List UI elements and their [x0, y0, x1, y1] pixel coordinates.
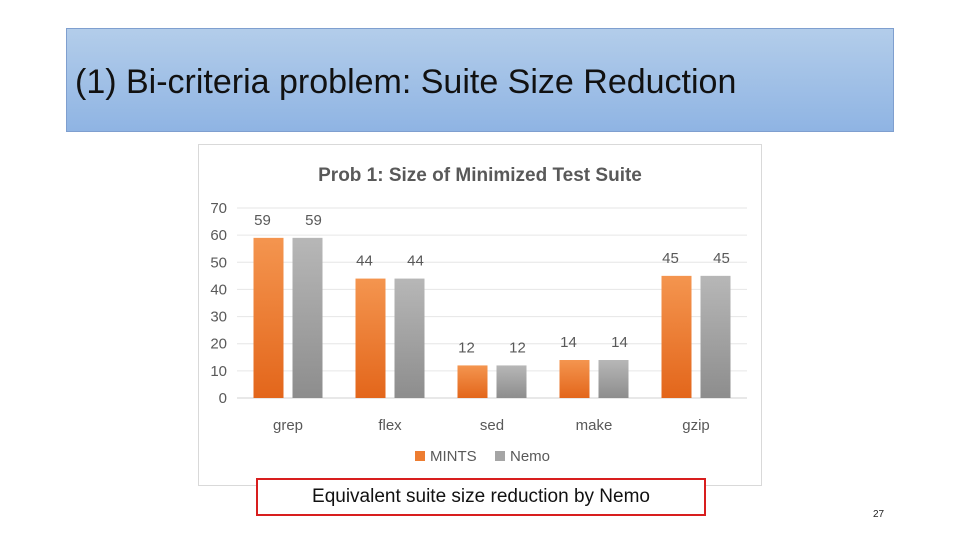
caption-box: Equivalent suite size reduction by Nemo: [256, 478, 706, 516]
data-label: 59: [305, 212, 322, 229]
caption-text: Equivalent suite size reduction by Nemo: [312, 486, 650, 507]
bar-nemo: [292, 237, 323, 398]
y-tick-label: 10: [210, 363, 227, 380]
data-label: 12: [509, 339, 526, 356]
legend-label-mints: MINTS: [430, 448, 477, 465]
bar-nemo: [700, 275, 731, 398]
x-tick-label: grep: [273, 417, 303, 434]
y-tick-label: 60: [210, 227, 227, 244]
page-number: 27: [873, 509, 885, 520]
y-tick-label: 20: [210, 336, 227, 353]
data-label: 45: [713, 250, 730, 267]
chart-title: Prob 1: Size of Minimized Test Suite: [318, 165, 642, 186]
title-banner: (1) Bi-criteria problem: Suite Size Redu…: [66, 28, 894, 132]
x-tick-label: make: [576, 417, 613, 434]
data-label: 14: [611, 334, 628, 351]
data-label: 44: [356, 253, 373, 270]
bar-mints: [253, 237, 284, 398]
bar-chart: Prob 1: Size of Minimized Test Suite 0 10 2…: [210, 165, 747, 465]
bar-mints: [355, 278, 386, 398]
bar-mints: [457, 365, 488, 398]
y-tick-label: 0: [219, 390, 227, 407]
data-label: 14: [560, 334, 577, 351]
bar-mints: [661, 275, 692, 398]
y-tick-label: 70: [210, 200, 227, 217]
data-label: 45: [662, 250, 679, 267]
slide-title: (1) Bi-criteria problem: Suite Size Redu…: [75, 63, 737, 101]
bar-nemo: [394, 278, 425, 398]
chart-frame: Prob 1: Size of Minimized Test Suite 0 10 2…: [198, 144, 762, 486]
y-tick-label: 40: [210, 281, 227, 298]
x-tick-label: sed: [480, 417, 504, 434]
bar-nemo: [496, 365, 527, 398]
legend-swatch-nemo: [495, 451, 505, 461]
data-label: 44: [407, 253, 424, 270]
y-tick-label: 50: [210, 254, 227, 271]
data-label: 59: [254, 212, 271, 229]
legend-label-nemo: Nemo: [510, 448, 550, 465]
legend-swatch-mints: [415, 451, 425, 461]
bar-mints: [559, 360, 590, 398]
y-tick-label: 30: [210, 309, 227, 326]
data-label: 12: [458, 339, 475, 356]
bar-nemo: [598, 360, 629, 398]
x-tick-label: flex: [378, 417, 402, 434]
x-tick-label: gzip: [682, 417, 710, 434]
